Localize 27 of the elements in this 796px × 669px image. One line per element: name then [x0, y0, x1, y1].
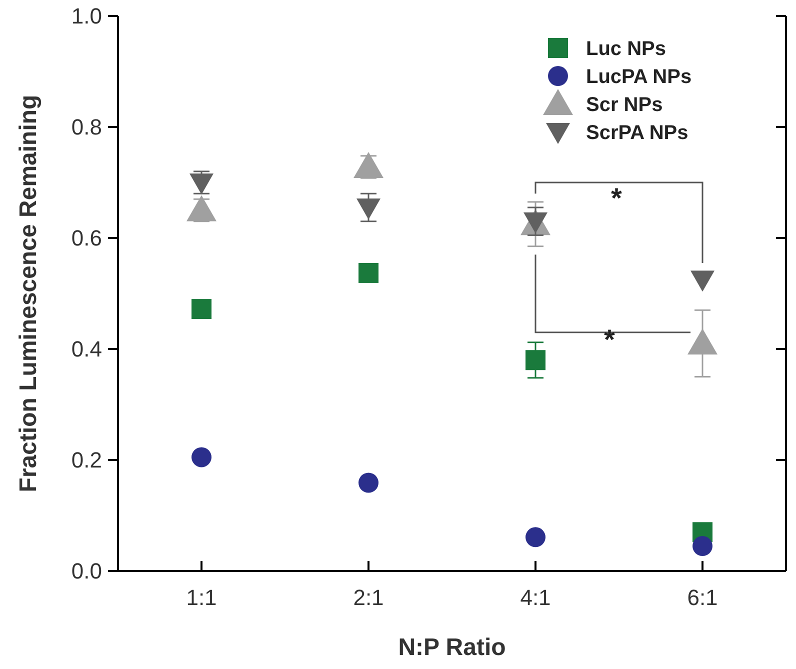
point [690, 270, 714, 292]
point [526, 350, 546, 370]
point [356, 198, 380, 220]
x-tick-label: 6:1 [687, 585, 718, 610]
point [192, 447, 212, 468]
y-tick-label: 0.4 [71, 336, 102, 362]
point [192, 299, 212, 320]
x-tick-label: 1:1 [186, 585, 217, 610]
legend-label: Luc NPs [586, 38, 666, 60]
y-tick-label: 0.2 [71, 448, 102, 473]
point [358, 472, 378, 493]
point [692, 536, 712, 556]
legend-label: LucPA NPs [586, 66, 692, 88]
x-tick-label: 2:1 [353, 585, 384, 610]
y-tick-label: 0.0 [71, 558, 102, 584]
y-axis-title: Fraction Luminescence Remaining [15, 94, 42, 492]
y-tick-label: 1.0 [71, 4, 102, 29]
legend-label: ScrPA NPs [586, 122, 688, 144]
x-axis-title: N:P Ratio [398, 634, 506, 661]
y-tick-label: 0.8 [71, 114, 102, 140]
legend-label: Scr NPs [586, 94, 663, 116]
x-tick-label: 4:1 [520, 585, 551, 610]
annotation: * [611, 182, 622, 214]
y-tick-label: 0.6 [71, 226, 102, 251]
annotation: * [604, 324, 615, 355]
point [358, 262, 378, 283]
point [526, 527, 546, 548]
